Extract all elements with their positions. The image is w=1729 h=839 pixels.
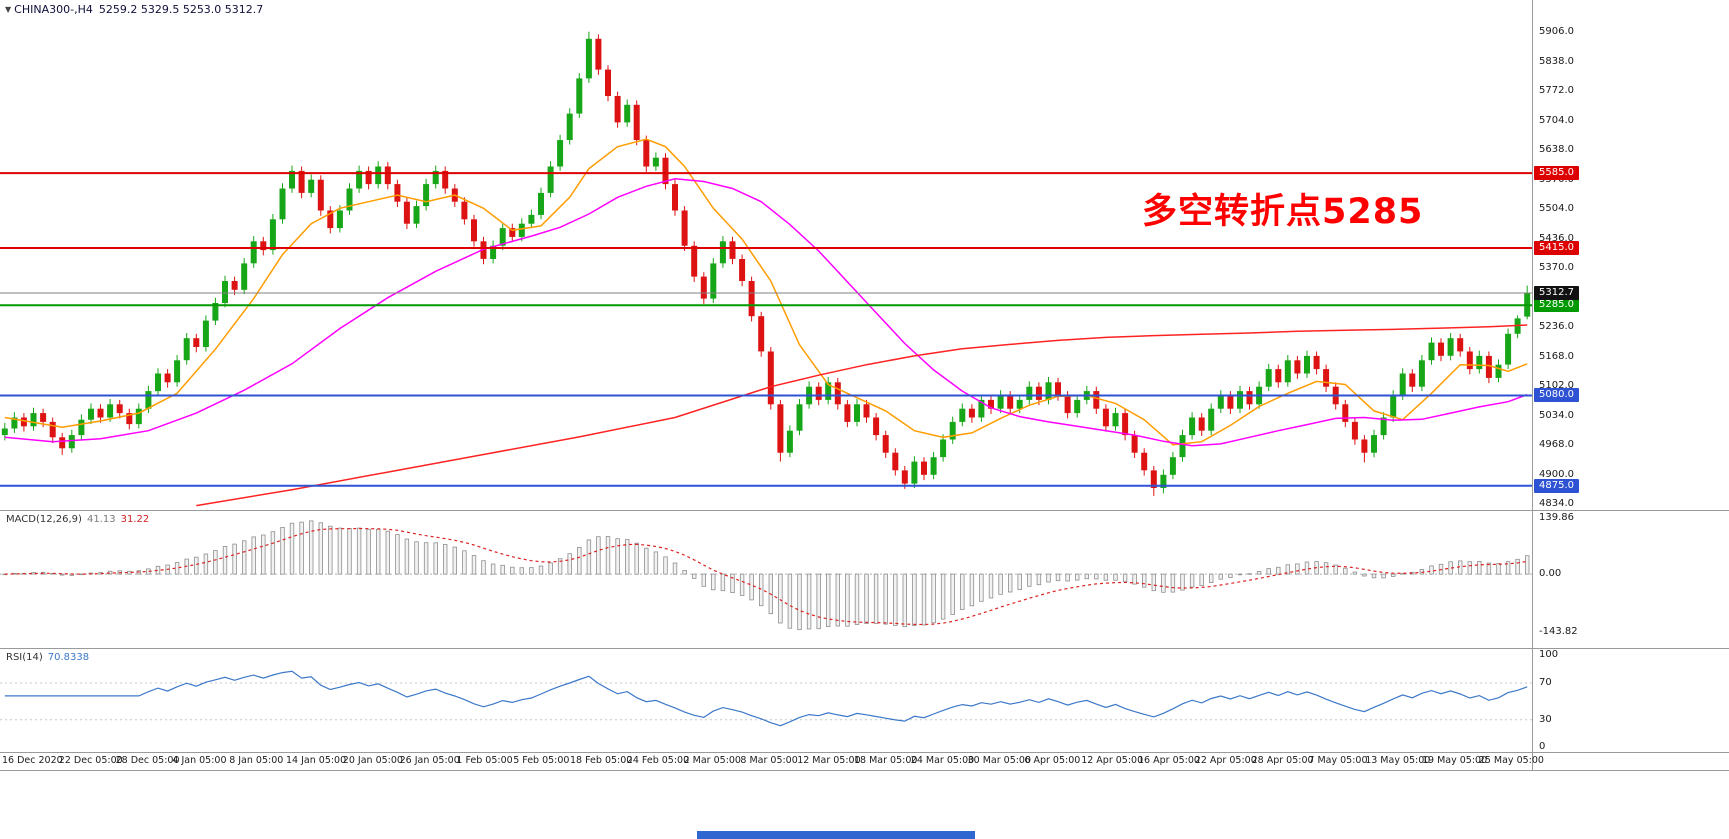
time-tick-label: 7 May 05:00 (1308, 755, 1368, 766)
price-badge-5285.0: 5285.0 (1534, 298, 1579, 313)
time-tick-label: 5 Feb 05:00 (513, 755, 570, 766)
time-tick-label: 22 Apr 05:00 (1194, 755, 1257, 766)
macd-indicator-label: MACD(12,26,9) 41.13 31.22 (6, 514, 149, 525)
price-tick-label: 4834.0 (1539, 497, 1574, 509)
time-tick-label: 26 Jan 05:00 (399, 755, 460, 766)
ma-slow-line[interactable] (196, 324, 1528, 507)
macd-signal-value: 31.22 (120, 514, 150, 525)
time-axis[interactable]: 16 Dec 2020 22 Dec 05:00 28 Dec 05:00 4 Jan… (0, 753, 1544, 770)
ma-fast-line[interactable] (4, 138, 1528, 446)
price-axis[interactable]: 5906.05838.05772.05704.05638.05570.05504… (1533, 0, 1729, 770)
macd-name: MACD(12,26,9) (6, 514, 82, 525)
bottom-blue-strip (697, 831, 975, 839)
price-tick-label: 5638.0 (1539, 143, 1574, 155)
pane-separator (0, 648, 1729, 649)
annotation-text: 多空转折点5285 (1142, 192, 1424, 232)
rsi-pane[interactable] (0, 649, 1532, 752)
macd-tick-label: 139.86 (1539, 512, 1574, 524)
rsi-tick-label: 30 (1539, 713, 1552, 725)
rsi-value: 70.8338 (47, 652, 90, 663)
time-tick-label: 12 Apr 05:00 (1081, 755, 1144, 766)
time-tick-label: 24 Mar 05:00 (910, 755, 975, 766)
time-tick-label: 28 Dec 05:00 (115, 755, 180, 766)
rsi-indicator-label: RSI(14) 70.8338 (6, 652, 89, 663)
time-tick-label: 6 Apr 05:00 (1024, 755, 1081, 766)
price-tick-label: 4900.0 (1539, 468, 1574, 480)
time-tick-label: 14 Jan 05:00 (286, 755, 347, 766)
chart-header: ▼ CHINA300-,H4 5259.2 5329.5 5253.0 5312.7 (5, 3, 263, 16)
price-tick-label: 5704.0 (1539, 114, 1574, 126)
price-tick-label: 5236.0 (1539, 320, 1574, 332)
price-tick-label: 5168.0 (1539, 350, 1574, 362)
time-tick-label: 28 Apr 05:00 (1251, 755, 1314, 766)
time-tick-label: 18 Feb 05:00 (570, 755, 633, 766)
symbol-timeframe-label: CHINA300-,H4 (14, 3, 93, 16)
price-tick-label: 5504.0 (1539, 202, 1574, 214)
time-tick-label: 24 Feb 05:00 (626, 755, 690, 766)
price-tick-label: 5906.0 (1539, 25, 1574, 37)
time-tick-label: 1 Feb 05:00 (456, 755, 513, 766)
time-tick-label: 20 Jan 05:00 (342, 755, 403, 766)
price-badge-4875.0: 4875.0 (1534, 478, 1579, 493)
time-tick-label: 8 Jan 05:00 (229, 755, 284, 766)
price-tick-label: 5436.0 (1539, 232, 1574, 244)
price-tick-label: 5772.0 (1539, 84, 1574, 96)
time-tick-label: 16 Apr 05:00 (1138, 755, 1200, 766)
price-tick-label: 5838.0 (1539, 55, 1574, 67)
time-tick-label: 25 May 05:00 (1478, 755, 1544, 766)
price-badge-5585.0: 5585.0 (1534, 166, 1579, 181)
macd-histogram (2, 520, 1530, 631)
ma-medium-line[interactable] (4, 178, 1528, 447)
rsi-tick-label: 0 (1539, 741, 1546, 753)
macd-pane[interactable] (0, 511, 1532, 648)
rsi-tick-label: 70 (1539, 677, 1552, 689)
current-price-badge: 5312.7 (1534, 286, 1579, 300)
price-badge-5080.0: 5080.0 (1534, 388, 1579, 403)
rsi-line (4, 670, 1528, 727)
price-axis-separator (1532, 0, 1533, 770)
pane-separator (0, 510, 1729, 511)
symbol-marker-icon: ▼ (5, 5, 12, 14)
rsi-tick-label: 100 (1539, 649, 1559, 661)
time-tick-label: 2 Mar 05:00 (683, 755, 741, 766)
macd-main-value: 41.13 (86, 514, 116, 525)
time-tick-label: 12 Mar 05:00 (797, 755, 861, 766)
macd-tick-label: 0.00 (1539, 568, 1562, 580)
time-tick-label: 18 Mar 05:00 (854, 755, 918, 766)
time-tick-label: 8 Mar 05:00 (740, 755, 798, 766)
ohlc-values: 5259.2 5329.5 5253.0 5312.7 (98, 3, 264, 16)
price-tick-label: 4968.0 (1539, 438, 1574, 450)
price-badge-5415.0: 5415.0 (1534, 240, 1579, 255)
time-tick-label: 13 May 05:00 (1365, 755, 1431, 766)
time-tick-label: 16 Dec 2020 (2, 755, 63, 766)
macd-signal-line (4, 527, 1528, 626)
time-tick-label: 22 Dec 05:00 (58, 755, 123, 766)
price-chart-pane[interactable] (0, 0, 1532, 510)
chart-bottom-border (0, 770, 1729, 771)
time-tick-label: 30 Mar 05:00 (967, 755, 1032, 766)
time-tick-label: 4 Jan 05:00 (172, 755, 227, 766)
price-tick-label: 5370.0 (1539, 261, 1574, 273)
price-tick-label: 5102.0 (1539, 379, 1574, 391)
price-tick-label: 5034.0 (1539, 409, 1574, 421)
pane-separator (0, 752, 1729, 753)
macd-tick-label: -143.82 (1539, 625, 1578, 637)
time-tick-label: 19 May 05:00 (1422, 755, 1488, 766)
rsi-name: RSI(14) (6, 652, 43, 663)
